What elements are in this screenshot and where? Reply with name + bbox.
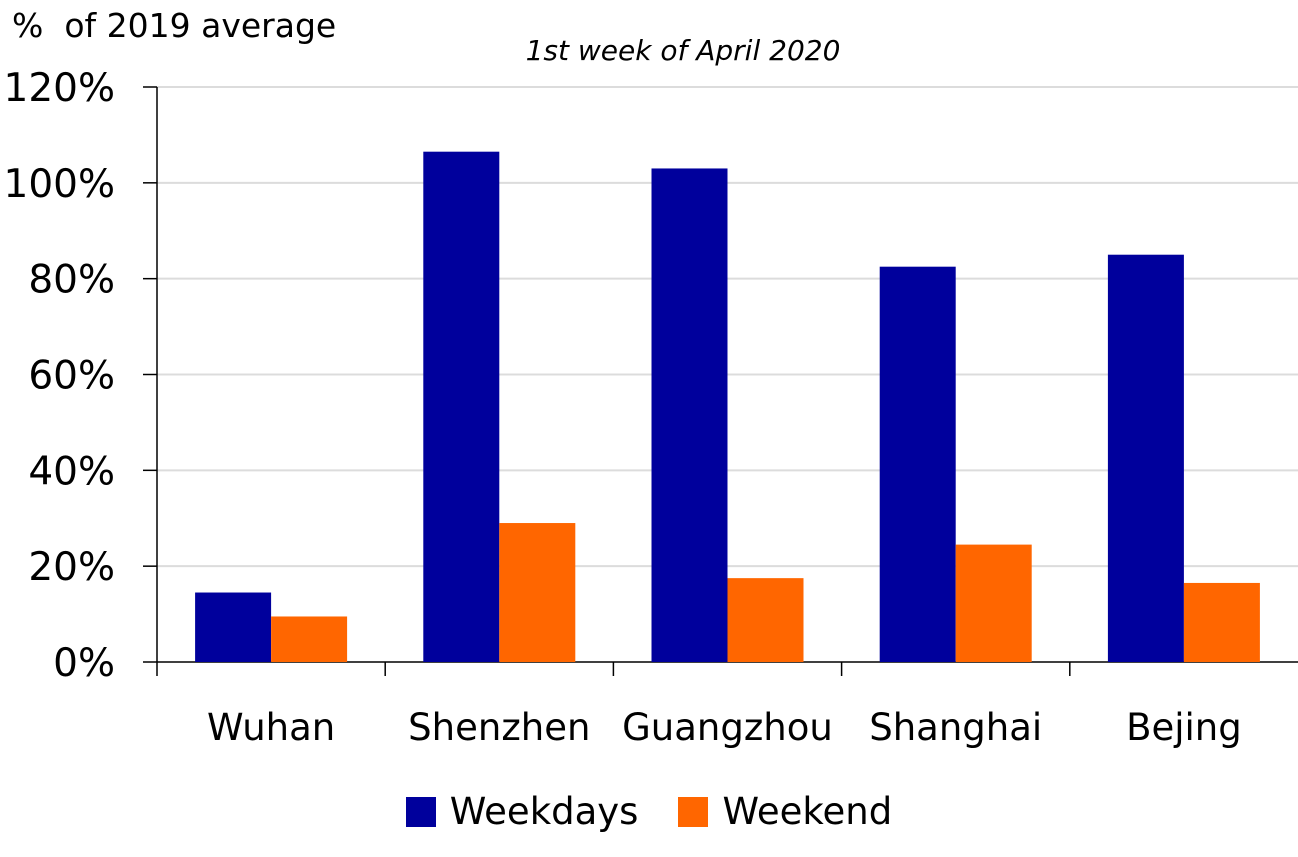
legend-label-weekdays: Weekdays xyxy=(449,790,639,833)
legend-swatch-weekdays xyxy=(405,796,436,827)
bar-weekdays-shenzhen xyxy=(423,151,500,662)
x-tick-label: Shenzhen xyxy=(408,706,590,749)
legend-item-weekend: Weekend xyxy=(678,790,892,833)
legend-swatch-weekend xyxy=(678,796,709,827)
y-tick-label: 120% xyxy=(4,66,116,111)
x-tick-label: Shanghai xyxy=(869,706,1042,749)
bar-weekdays-shanghai xyxy=(879,266,956,662)
legend-item-weekdays: Weekdays xyxy=(405,790,639,833)
bar-weekdays-wuhan xyxy=(195,592,272,662)
bar-weekdays-bejing xyxy=(1107,254,1184,663)
legend-label-weekend: Weekend xyxy=(722,790,893,833)
x-tick-label: Bejing xyxy=(1126,706,1242,749)
bar-weekend-shanghai xyxy=(955,544,1032,662)
bar-weekend-shenzhen xyxy=(499,523,576,662)
bar-weekend-wuhan xyxy=(271,616,348,662)
legend: Weekdays Weekend xyxy=(0,790,1298,833)
bar-weekend-bejing xyxy=(1183,582,1260,662)
bar-weekend-guangzhou xyxy=(727,578,804,662)
bar-chart: 0% 20% 40% 60% 80% 100% 120% Wuhan Shenzhen Guang… xyxy=(4,66,1298,749)
y-tick-label: 0% xyxy=(53,641,115,686)
y-tick-label: 60% xyxy=(28,354,115,399)
y-tick-label: 100% xyxy=(4,162,116,207)
y-tick-label: 80% xyxy=(28,258,115,303)
x-tick-label: Guangzhou xyxy=(622,706,833,749)
y-tick-label: 40% xyxy=(28,449,115,494)
y-axis-title: % of 2019 average xyxy=(12,6,337,45)
y-tick-label: 20% xyxy=(28,545,115,590)
x-tick-label: Wuhan xyxy=(207,706,335,749)
chart-subtitle: 1st week of April 2020 xyxy=(525,34,841,67)
bar-weekdays-guangzhou xyxy=(651,168,728,663)
